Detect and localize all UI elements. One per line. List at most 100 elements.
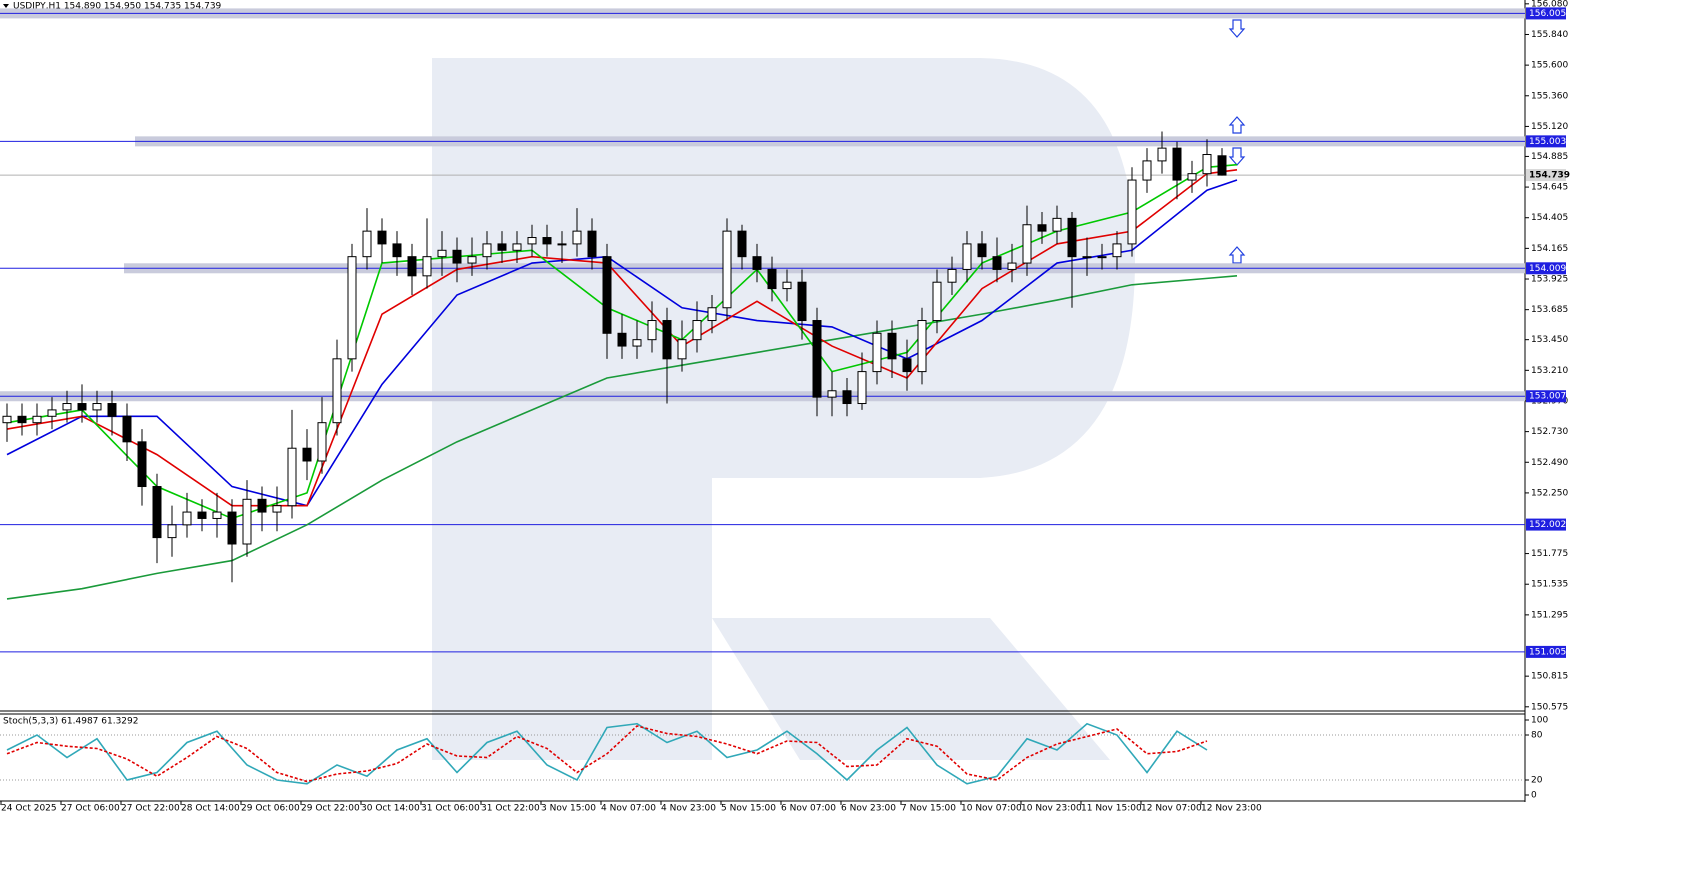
- candle-body: [437, 249, 447, 258]
- candle-body: [347, 256, 357, 360]
- candle-body: [992, 256, 1002, 270]
- candle-body: [1007, 262, 1017, 270]
- x-tick-label: 5 Nov 15:00: [721, 804, 776, 814]
- x-tick-label: 4 Nov 23:00: [661, 804, 716, 814]
- candle-body: [557, 243, 567, 246]
- candle-body: [242, 498, 252, 545]
- candle-body: [662, 320, 672, 360]
- candle-body: [632, 339, 642, 347]
- candle-body: [137, 441, 147, 488]
- candle-body: [212, 511, 222, 519]
- candle-body: [752, 256, 762, 270]
- candle-body: [197, 511, 207, 519]
- candle-body: [2, 415, 12, 424]
- x-tick-label: 6 Nov 07:00: [781, 804, 836, 814]
- candle-body: [1127, 179, 1137, 245]
- candle-body: [827, 390, 837, 398]
- level-label: 156.005: [1529, 9, 1566, 19]
- candle-body: [617, 332, 627, 347]
- candle-body: [902, 358, 912, 373]
- y-tick-label: 153.925: [1531, 275, 1568, 285]
- level-label-box: [1526, 518, 1566, 531]
- moving-average: [6, 275, 1238, 600]
- stoch-y-tick-label: 0: [1531, 791, 1537, 801]
- x-tick-label: 29 Oct 06:00: [241, 804, 300, 814]
- candle-body: [332, 358, 342, 424]
- candle-body: [497, 243, 507, 251]
- y-tick-label: 156.080: [1531, 0, 1568, 9]
- y-tick-label: 150.575: [1531, 702, 1568, 712]
- candle-body: [287, 447, 297, 507]
- x-tick-label: 12 Nov 07:00: [1141, 804, 1202, 814]
- level-label-box: [1526, 262, 1566, 275]
- candle-body: [92, 403, 102, 411]
- level-label: 155.003: [1529, 137, 1566, 147]
- candle-body: [1187, 173, 1197, 181]
- level-label: 153.007: [1529, 392, 1566, 402]
- x-tick-label: 7 Nov 15:00: [901, 804, 956, 814]
- candle-body: [542, 237, 552, 245]
- level-label-box: [1526, 390, 1566, 403]
- level-label: 154.009: [1529, 264, 1566, 274]
- candle-body: [1157, 147, 1167, 162]
- y-tick-label: 153.210: [1531, 366, 1568, 376]
- bid-label: 154.739: [1529, 171, 1570, 181]
- y-tick-label: 153.450: [1531, 335, 1568, 345]
- candle-body: [602, 256, 612, 334]
- candle-body: [182, 511, 192, 526]
- candle-body: [842, 390, 852, 405]
- candle-body: [812, 320, 822, 398]
- candle-body: [1052, 217, 1062, 232]
- x-tick-label: 10 Nov 07:00: [961, 804, 1022, 814]
- y-tick-label: 152.250: [1531, 488, 1568, 498]
- y-tick-label: 153.685: [1531, 305, 1568, 315]
- y-tick-label: 155.360: [1531, 91, 1568, 101]
- y-tick-label: 155.120: [1531, 122, 1568, 132]
- level-label: 152.002: [1529, 520, 1566, 530]
- y-tick-label: 151.295: [1531, 610, 1568, 620]
- candle-body: [1112, 243, 1122, 258]
- menu-triangle[interactable]: [3, 4, 9, 8]
- x-tick-label: 24 Oct 2025: [1, 804, 57, 814]
- candle-body: [977, 243, 987, 258]
- candle-body: [257, 498, 267, 513]
- stoch-y-tick-label: 80: [1531, 731, 1543, 741]
- candle-body: [572, 230, 582, 245]
- candle-body: [1082, 256, 1092, 259]
- candle-body: [407, 256, 417, 277]
- candle-body: [782, 281, 792, 290]
- candle-body: [1142, 160, 1152, 181]
- candle-body: [767, 268, 777, 290]
- y-tick-label: 155.840: [1531, 30, 1568, 40]
- candle-body: [77, 403, 87, 411]
- candle-body: [167, 524, 177, 539]
- y-tick-label: 152.490: [1531, 458, 1568, 468]
- candle-body: [152, 486, 162, 539]
- candle-body: [692, 320, 702, 341]
- candle-body: [377, 230, 387, 245]
- level-label-box: [1526, 135, 1566, 148]
- x-tick-label: 30 Oct 14:00: [361, 804, 420, 814]
- candle-body: [917, 320, 927, 373]
- candle-body: [722, 230, 732, 309]
- level-label: 151.005: [1529, 647, 1566, 657]
- candle-body: [887, 332, 897, 360]
- moving-average: [6, 179, 1238, 507]
- candle-body: [452, 249, 462, 264]
- candle-body: [1067, 217, 1077, 258]
- x-tick-label: 3 Nov 15:00: [541, 804, 596, 814]
- x-tick-label: 29 Oct 22:00: [301, 804, 360, 814]
- candle-body: [512, 243, 522, 251]
- x-tick-label: 11 Nov 15:00: [1081, 804, 1142, 814]
- candle-body: [647, 320, 657, 341]
- level-label-box: [1526, 645, 1566, 658]
- x-tick-label: 27 Oct 06:00: [61, 804, 120, 814]
- x-tick-label: 27 Oct 22:00: [121, 804, 180, 814]
- level-label-box: [1526, 7, 1566, 20]
- stoch-y-tick-label: 20: [1531, 776, 1543, 786]
- candle-body: [392, 243, 402, 258]
- candle-body: [317, 422, 327, 462]
- watermark: [432, 58, 1135, 760]
